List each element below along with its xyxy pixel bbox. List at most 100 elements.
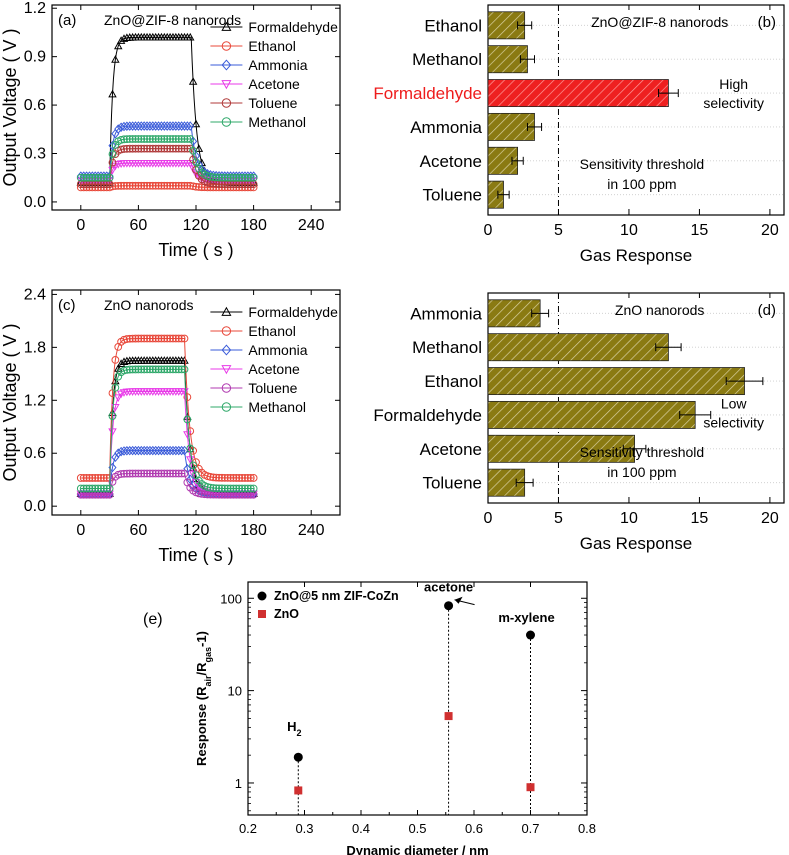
data-point (154, 365, 163, 374)
data-point (166, 365, 174, 374)
data-point (174, 469, 183, 478)
data-point (131, 334, 140, 343)
data-point (102, 484, 111, 493)
data-point (177, 144, 186, 153)
data-point (241, 490, 249, 499)
x-tick-label: 5 (554, 510, 563, 527)
data-point (151, 469, 160, 478)
data-point (197, 490, 206, 498)
data-point (128, 121, 137, 131)
legend-label: Ethanol (248, 38, 295, 54)
data-point (108, 412, 117, 420)
legend-entry: Methanol (210, 114, 306, 130)
data-point (169, 469, 177, 478)
data-point (174, 334, 183, 343)
data-point (183, 181, 192, 190)
data-point (171, 334, 180, 343)
series-line (80, 148, 254, 185)
data-point (125, 144, 134, 153)
data-point (226, 474, 235, 482)
data-point (249, 474, 258, 482)
data-point (160, 365, 169, 374)
legend-entry: Toluene (210, 380, 298, 396)
x-axis-label: Gas Response (580, 534, 692, 553)
data-point (142, 445, 152, 456)
legend-label: Methanol (248, 114, 306, 130)
x-tick-label: 0.3 (295, 821, 313, 836)
data-point (177, 365, 186, 374)
data-point (246, 484, 255, 493)
data-point (223, 484, 232, 493)
data-point (102, 490, 111, 499)
data-point (166, 181, 174, 190)
data-point (85, 474, 94, 482)
data-point (160, 445, 169, 456)
data-point (85, 484, 94, 493)
legend-label: Acetone (248, 361, 300, 377)
data-point (249, 484, 258, 493)
y-tick-label: 10 (228, 684, 242, 699)
data-point (137, 181, 146, 190)
panel-label: (a) (58, 12, 76, 29)
data-point (119, 357, 129, 366)
y-tick-label: 1.8 (24, 339, 46, 356)
x-tick-label: 10 (620, 510, 638, 527)
data-point (117, 145, 126, 154)
series-formaldehyde (76, 32, 258, 186)
point-label: acetone (424, 580, 473, 595)
data-point (108, 140, 117, 151)
data-point (209, 473, 218, 482)
data-point (171, 135, 180, 143)
data-point (97, 490, 105, 499)
legend-marker (257, 591, 267, 601)
data-point (160, 135, 169, 143)
data-point (157, 445, 166, 456)
data-point (223, 173, 232, 182)
data-point (163, 469, 172, 478)
data-point (177, 181, 186, 190)
data-point (157, 181, 166, 190)
legend-entry: Methanol (210, 399, 306, 415)
data-point (218, 473, 226, 482)
data-point (206, 473, 215, 481)
data-point (157, 135, 166, 143)
bar (487, 79, 669, 108)
data-point (88, 490, 97, 499)
data-point (88, 484, 97, 493)
data-point (160, 469, 169, 478)
data-point (185, 32, 195, 41)
data-point (137, 334, 146, 343)
line-panel-a: 0 60 120 180 240 0.0 0.3 0.6 0.9 1.2 Time ( s ) Out… (0, 0, 341, 260)
data-point (134, 144, 143, 153)
data-point (122, 445, 131, 456)
legend-label: Ammonia (248, 57, 307, 73)
legend-entry: Acetone (210, 76, 300, 92)
data-point (120, 469, 128, 478)
data-point (140, 334, 149, 343)
series-line (80, 338, 254, 479)
data-point (85, 173, 94, 182)
data-point (163, 445, 172, 456)
data-point (137, 144, 146, 153)
y-axis-label-part: /R (194, 662, 209, 676)
data-point (235, 490, 244, 499)
x-axis-label: Time ( s ) (158, 545, 233, 565)
data-point (94, 474, 102, 482)
data-point (148, 121, 157, 131)
x-tick-label: 180 (240, 217, 267, 234)
data-point (91, 474, 100, 482)
legend-label: Toluene (248, 380, 297, 396)
data-point (125, 445, 134, 456)
annotation: Low (721, 396, 748, 412)
data-point (128, 445, 137, 456)
legend-entry: Formaldehyde (210, 19, 338, 35)
data-point (143, 365, 151, 374)
data-point (82, 484, 91, 493)
data-point (169, 144, 177, 153)
data-point (189, 461, 198, 470)
x-tick-label: 0.7 (521, 821, 539, 836)
data-point (174, 445, 183, 456)
data-point (140, 445, 149, 456)
data-point (122, 469, 131, 478)
series-ethanol (76, 334, 258, 482)
